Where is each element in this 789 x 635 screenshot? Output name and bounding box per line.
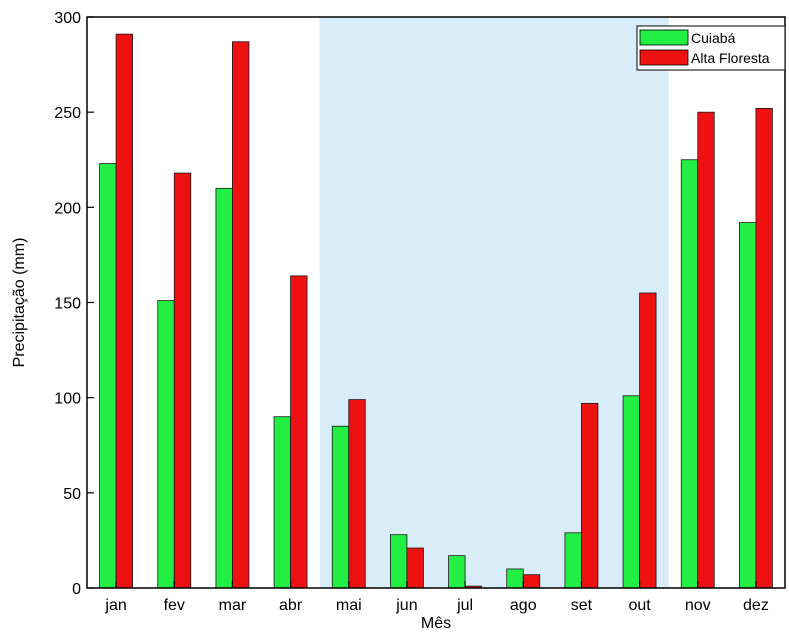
- bar-cuiab--abr: [273, 416, 291, 589]
- plot-frame: [86, 16, 786, 589]
- y-tick-label: 200: [54, 200, 81, 217]
- bar-alta-floresta-out: [639, 292, 657, 589]
- x-tick-label: jan: [104, 597, 126, 614]
- shaded-region: [319, 17, 669, 588]
- bar-cuiab--fev: [157, 300, 175, 589]
- bar-cuiab--jan: [99, 163, 117, 589]
- bar-cuiab--out: [622, 395, 640, 589]
- y-tick-label: 0: [72, 581, 81, 598]
- y-tick-label: 50: [63, 486, 81, 503]
- x-axis-label: Mês: [421, 615, 451, 632]
- bar-alta-floresta-abr: [290, 275, 308, 589]
- bar-alta-floresta-nov: [697, 111, 715, 589]
- legend: Cuiabá Alta Floresta: [636, 25, 786, 71]
- x-tick-label: ago: [510, 597, 537, 614]
- y-tick-label: 150: [54, 296, 81, 313]
- x-tick-label: mai: [336, 597, 362, 614]
- x-tick-label: nov: [685, 597, 711, 614]
- bar-alta-floresta-jun: [406, 547, 424, 589]
- bar-cuiab--nov: [680, 159, 699, 589]
- bar-cuiab--mar: [215, 187, 233, 589]
- bar-cuiab--jul: [448, 555, 466, 589]
- legend-swatch-cuiaba: [639, 29, 689, 46]
- y-tick-label: 100: [54, 391, 81, 408]
- y-axis-label: Precipitação (mm): [11, 238, 28, 368]
- bar-alta-floresta-mai: [348, 399, 366, 589]
- bar-cuiab--set: [564, 532, 582, 589]
- x-tick-label: abr: [279, 597, 303, 614]
- bar-alta-floresta-dez: [755, 107, 773, 589]
- y-tick-label: 300: [54, 10, 81, 27]
- legend-swatch-alta-floresta: [639, 49, 689, 66]
- bar-cuiab--mai: [331, 425, 350, 589]
- x-tick-label: dez: [743, 597, 769, 614]
- x-axis-ticks: jan fev mar abr mai jun jul ago set out nov dez: [104, 581, 769, 614]
- bar-alta-floresta-jan: [115, 33, 133, 589]
- y-tick-label: 250: [54, 105, 81, 122]
- x-tick-label: fev: [164, 597, 185, 614]
- bars-group: [99, 33, 773, 589]
- x-tick-label: jun: [395, 597, 417, 614]
- bar-alta-floresta-ago: [522, 574, 541, 589]
- x-tick-label: jul: [456, 597, 473, 614]
- bar-alta-floresta-mar: [232, 41, 250, 589]
- x-tick-label: out: [628, 597, 651, 614]
- bar-cuiab--dez: [739, 222, 757, 589]
- x-tick-label: mar: [219, 597, 247, 614]
- x-tick-label: set: [571, 597, 593, 614]
- bar-cuiab--jun: [390, 534, 408, 589]
- y-axis-ticks: 0 50 100 150 200 250 300: [54, 10, 94, 598]
- bar-alta-floresta-set: [581, 402, 599, 589]
- legend-label-cuiaba: Cuiabá: [691, 30, 736, 46]
- bar-alta-floresta-fev: [173, 172, 192, 589]
- legend-label-alta-floresta: Alta Floresta: [691, 50, 770, 66]
- bar-cuiab--ago: [506, 568, 524, 589]
